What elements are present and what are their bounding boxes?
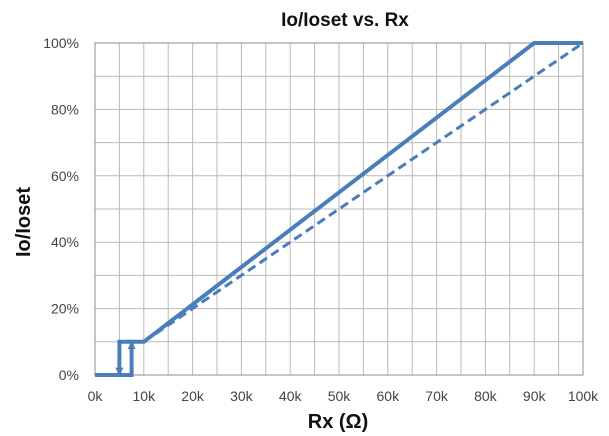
y-axis-title: Io/Ioset [13, 187, 35, 257]
y-tick-labels: 0% 20% 40% 60% 80% 100% [43, 35, 79, 383]
x-tick-label: 100k [568, 388, 599, 404]
x-tick-label: 20k [181, 388, 205, 404]
x-tick-label: 40k [279, 388, 303, 404]
y-tick-label: 100% [43, 35, 79, 51]
grid [95, 43, 583, 375]
x-tick-label: 0k [88, 388, 104, 404]
y-tick-label: 80% [51, 101, 79, 117]
x-tick-label: 90k [523, 388, 547, 404]
x-tick-label: 30k [230, 388, 254, 404]
y-tick-label: 20% [51, 301, 79, 317]
y-tick-label: 40% [51, 234, 79, 250]
plot-area [94, 42, 584, 376]
arrow-layer [115, 341, 136, 376]
x-tick-label: 60k [377, 388, 401, 404]
x-axis-title: Rx (Ω) [308, 411, 368, 433]
chart-title: Io/Ioset vs. Rx [281, 10, 409, 31]
y-tick-label: 60% [51, 168, 79, 184]
x-tick-label: 70k [425, 388, 449, 404]
x-tick-label: 10k [133, 388, 157, 404]
x-tick-labels: 0k 10k 20k 30k 40k 50k 60k 70k 80k 90k 100k [88, 388, 600, 404]
y-tick-label: 0% [59, 367, 79, 383]
series-line-solid [95, 41, 583, 377]
x-tick-label: 50k [328, 388, 352, 404]
series-line-dashed [142, 41, 584, 344]
x-tick-label: 80k [474, 388, 498, 404]
